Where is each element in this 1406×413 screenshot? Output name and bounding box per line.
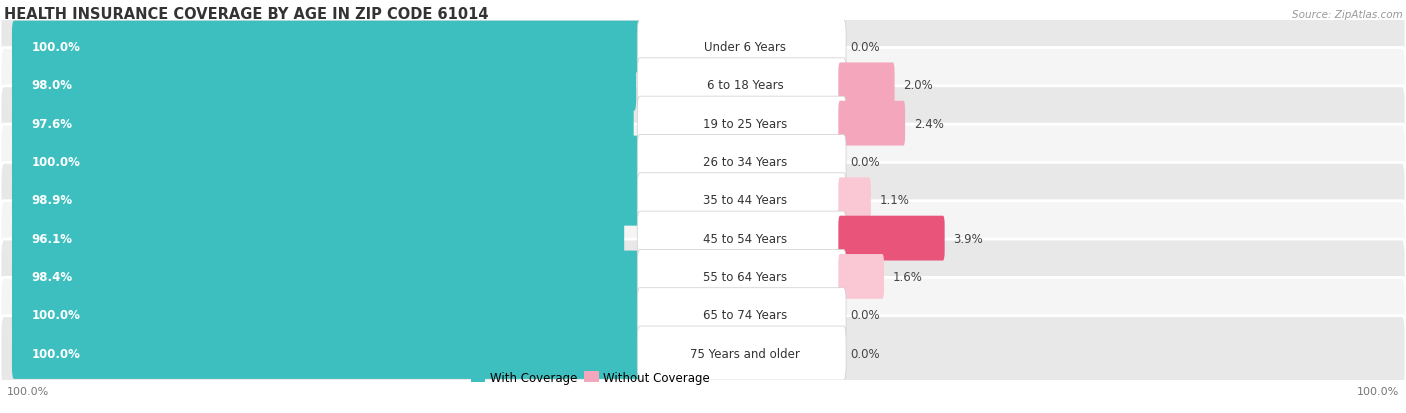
FancyBboxPatch shape bbox=[838, 254, 884, 299]
Text: 3.9%: 3.9% bbox=[953, 232, 983, 245]
Text: 65 to 74 Years: 65 to 74 Years bbox=[703, 309, 787, 321]
FancyBboxPatch shape bbox=[0, 240, 1406, 314]
Text: 75 Years and older: 75 Years and older bbox=[690, 347, 800, 360]
FancyBboxPatch shape bbox=[11, 136, 650, 188]
FancyBboxPatch shape bbox=[0, 163, 1406, 237]
Text: 100.0%: 100.0% bbox=[1357, 386, 1399, 396]
FancyBboxPatch shape bbox=[11, 289, 650, 341]
FancyBboxPatch shape bbox=[0, 278, 1406, 352]
Text: 100.0%: 100.0% bbox=[32, 347, 80, 360]
FancyBboxPatch shape bbox=[838, 102, 905, 146]
Text: 19 to 25 Years: 19 to 25 Years bbox=[703, 117, 787, 131]
Text: 55 to 64 Years: 55 to 64 Years bbox=[703, 270, 787, 283]
Text: 0.0%: 0.0% bbox=[851, 347, 880, 360]
Text: 1.6%: 1.6% bbox=[893, 270, 922, 283]
FancyBboxPatch shape bbox=[0, 316, 1406, 390]
FancyBboxPatch shape bbox=[11, 21, 650, 73]
Text: 2.0%: 2.0% bbox=[904, 79, 934, 92]
Text: 96.1%: 96.1% bbox=[32, 232, 73, 245]
FancyBboxPatch shape bbox=[637, 288, 846, 342]
Text: 97.6%: 97.6% bbox=[32, 117, 73, 131]
FancyBboxPatch shape bbox=[637, 21, 846, 74]
Text: HEALTH INSURANCE COVERAGE BY AGE IN ZIP CODE 61014: HEALTH INSURANCE COVERAGE BY AGE IN ZIP … bbox=[3, 7, 488, 22]
FancyBboxPatch shape bbox=[637, 97, 846, 151]
Text: 100.0%: 100.0% bbox=[7, 386, 49, 396]
FancyBboxPatch shape bbox=[11, 98, 634, 150]
FancyBboxPatch shape bbox=[838, 178, 870, 223]
FancyBboxPatch shape bbox=[838, 216, 945, 261]
Text: 35 to 44 Years: 35 to 44 Years bbox=[703, 194, 787, 207]
FancyBboxPatch shape bbox=[637, 326, 846, 380]
FancyBboxPatch shape bbox=[11, 213, 624, 264]
Text: 26 to 34 Years: 26 to 34 Years bbox=[703, 156, 787, 169]
Text: 6 to 18 Years: 6 to 18 Years bbox=[707, 79, 783, 92]
FancyBboxPatch shape bbox=[637, 250, 846, 304]
FancyBboxPatch shape bbox=[0, 10, 1406, 85]
FancyBboxPatch shape bbox=[637, 135, 846, 189]
Text: 100.0%: 100.0% bbox=[32, 41, 80, 54]
Text: 1.1%: 1.1% bbox=[880, 194, 910, 207]
FancyBboxPatch shape bbox=[637, 173, 846, 227]
FancyBboxPatch shape bbox=[0, 201, 1406, 276]
Text: 98.9%: 98.9% bbox=[32, 194, 73, 207]
Legend: With Coverage, Without Coverage: With Coverage, Without Coverage bbox=[467, 366, 714, 389]
Text: 0.0%: 0.0% bbox=[851, 41, 880, 54]
FancyBboxPatch shape bbox=[11, 328, 650, 379]
FancyBboxPatch shape bbox=[11, 251, 638, 303]
Text: 45 to 54 Years: 45 to 54 Years bbox=[703, 232, 787, 245]
Text: 100.0%: 100.0% bbox=[32, 156, 80, 169]
FancyBboxPatch shape bbox=[838, 63, 894, 108]
FancyBboxPatch shape bbox=[0, 48, 1406, 123]
Text: 98.4%: 98.4% bbox=[32, 270, 73, 283]
FancyBboxPatch shape bbox=[0, 125, 1406, 199]
FancyBboxPatch shape bbox=[11, 175, 643, 226]
FancyBboxPatch shape bbox=[637, 211, 846, 266]
Text: Under 6 Years: Under 6 Years bbox=[704, 41, 786, 54]
Text: 0.0%: 0.0% bbox=[851, 309, 880, 321]
Text: 100.0%: 100.0% bbox=[32, 309, 80, 321]
FancyBboxPatch shape bbox=[0, 87, 1406, 161]
FancyBboxPatch shape bbox=[637, 59, 846, 113]
Text: 0.0%: 0.0% bbox=[851, 156, 880, 169]
FancyBboxPatch shape bbox=[11, 60, 637, 112]
Text: 98.0%: 98.0% bbox=[32, 79, 73, 92]
Text: 2.4%: 2.4% bbox=[914, 117, 943, 131]
Text: Source: ZipAtlas.com: Source: ZipAtlas.com bbox=[1292, 10, 1403, 20]
